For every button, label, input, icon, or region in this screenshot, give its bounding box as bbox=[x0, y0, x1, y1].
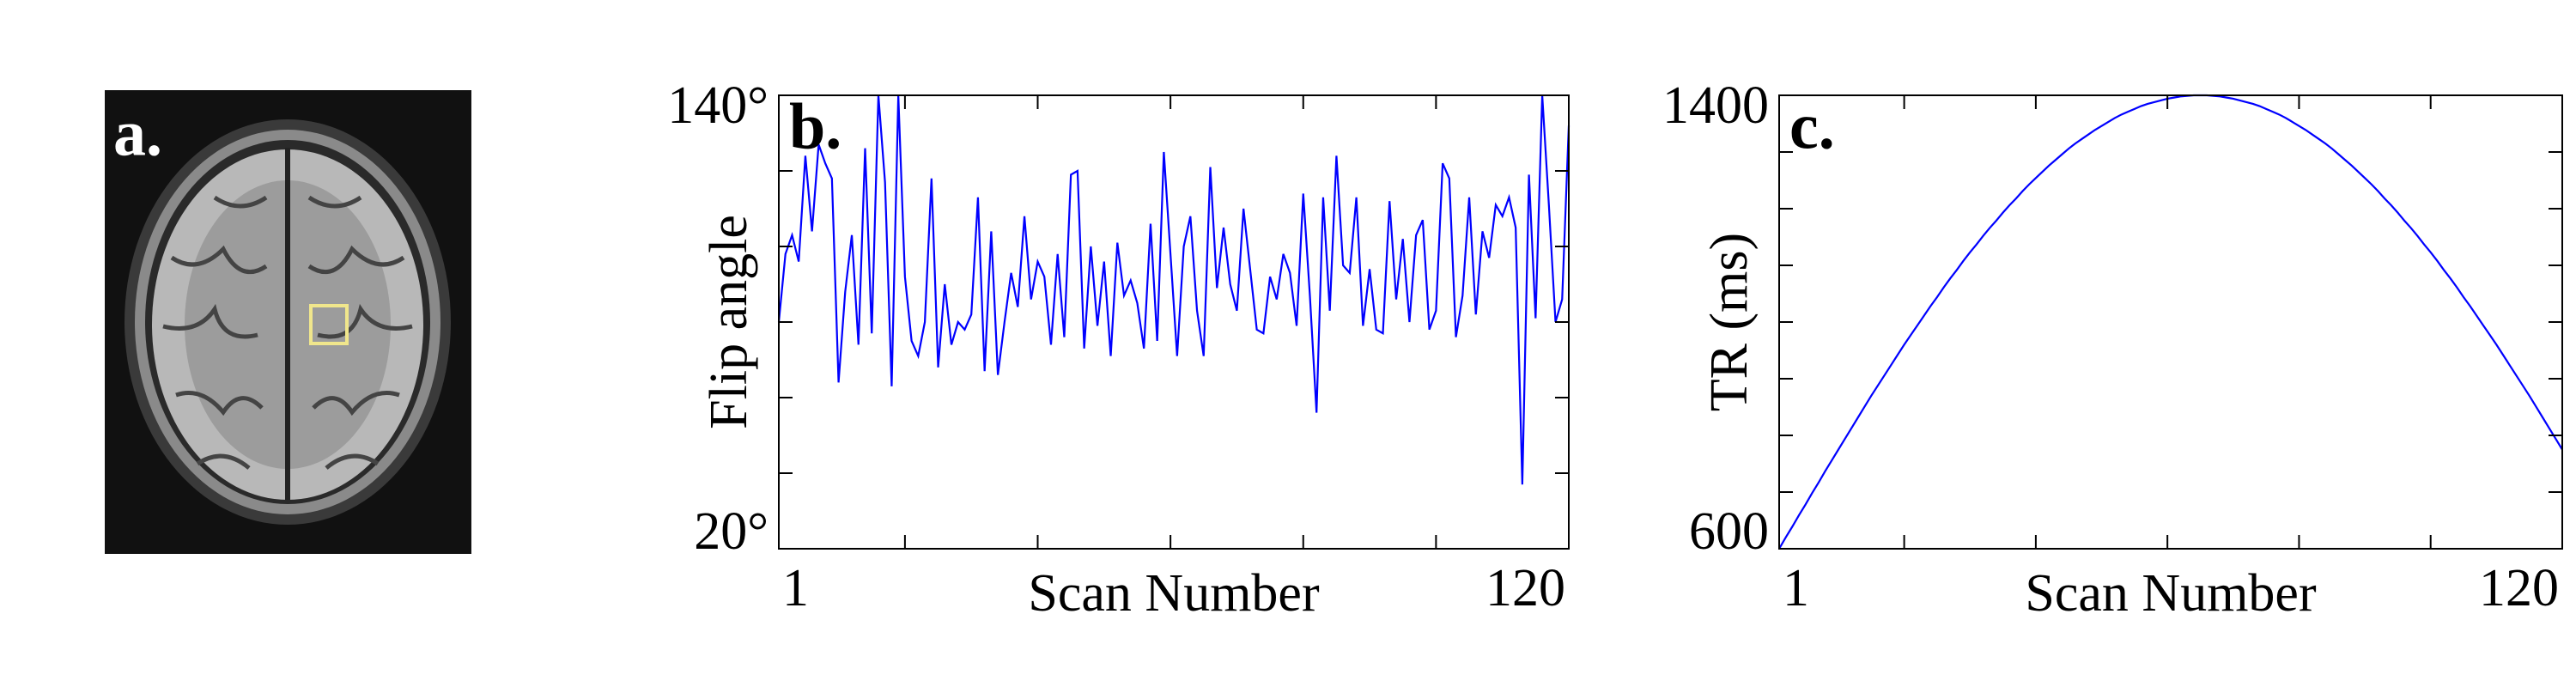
x-axis-label: Scan Number bbox=[2025, 564, 2317, 623]
x-tick-label: 1 bbox=[1783, 559, 1809, 617]
panel-label: a. bbox=[113, 97, 162, 169]
y-tick-label: 600 bbox=[1689, 502, 1769, 561]
data-line bbox=[1778, 94, 2563, 550]
chart: 600 1400 1 120 Scan Number TR (ms) c. bbox=[1662, 76, 2563, 623]
y-axis-label: Flip angle bbox=[700, 215, 758, 429]
y-axis-label: TR (ms) bbox=[1700, 233, 1759, 411]
y-tick-label: 1400 bbox=[1662, 76, 1769, 135]
data-line bbox=[777, 94, 1571, 485]
brain-image: a. bbox=[105, 90, 471, 554]
chart: 20° 140° 1 120 Scan Number Flip angle b. bbox=[667, 76, 1571, 623]
y-tick-label: 140° bbox=[667, 76, 769, 135]
panel-label: b. bbox=[789, 90, 841, 162]
panel-label: c. bbox=[1789, 90, 1835, 162]
x-axis-label: Scan Number bbox=[1028, 564, 1320, 623]
sulci bbox=[162, 195, 413, 470]
roi-box bbox=[309, 304, 349, 345]
y-tick-label: 20° bbox=[694, 502, 769, 561]
x-tick-label: 1 bbox=[782, 559, 809, 617]
axes-box bbox=[1778, 94, 2563, 550]
x-tick-label: 120 bbox=[2479, 559, 2559, 617]
x-tick-label: 120 bbox=[1485, 559, 1565, 617]
